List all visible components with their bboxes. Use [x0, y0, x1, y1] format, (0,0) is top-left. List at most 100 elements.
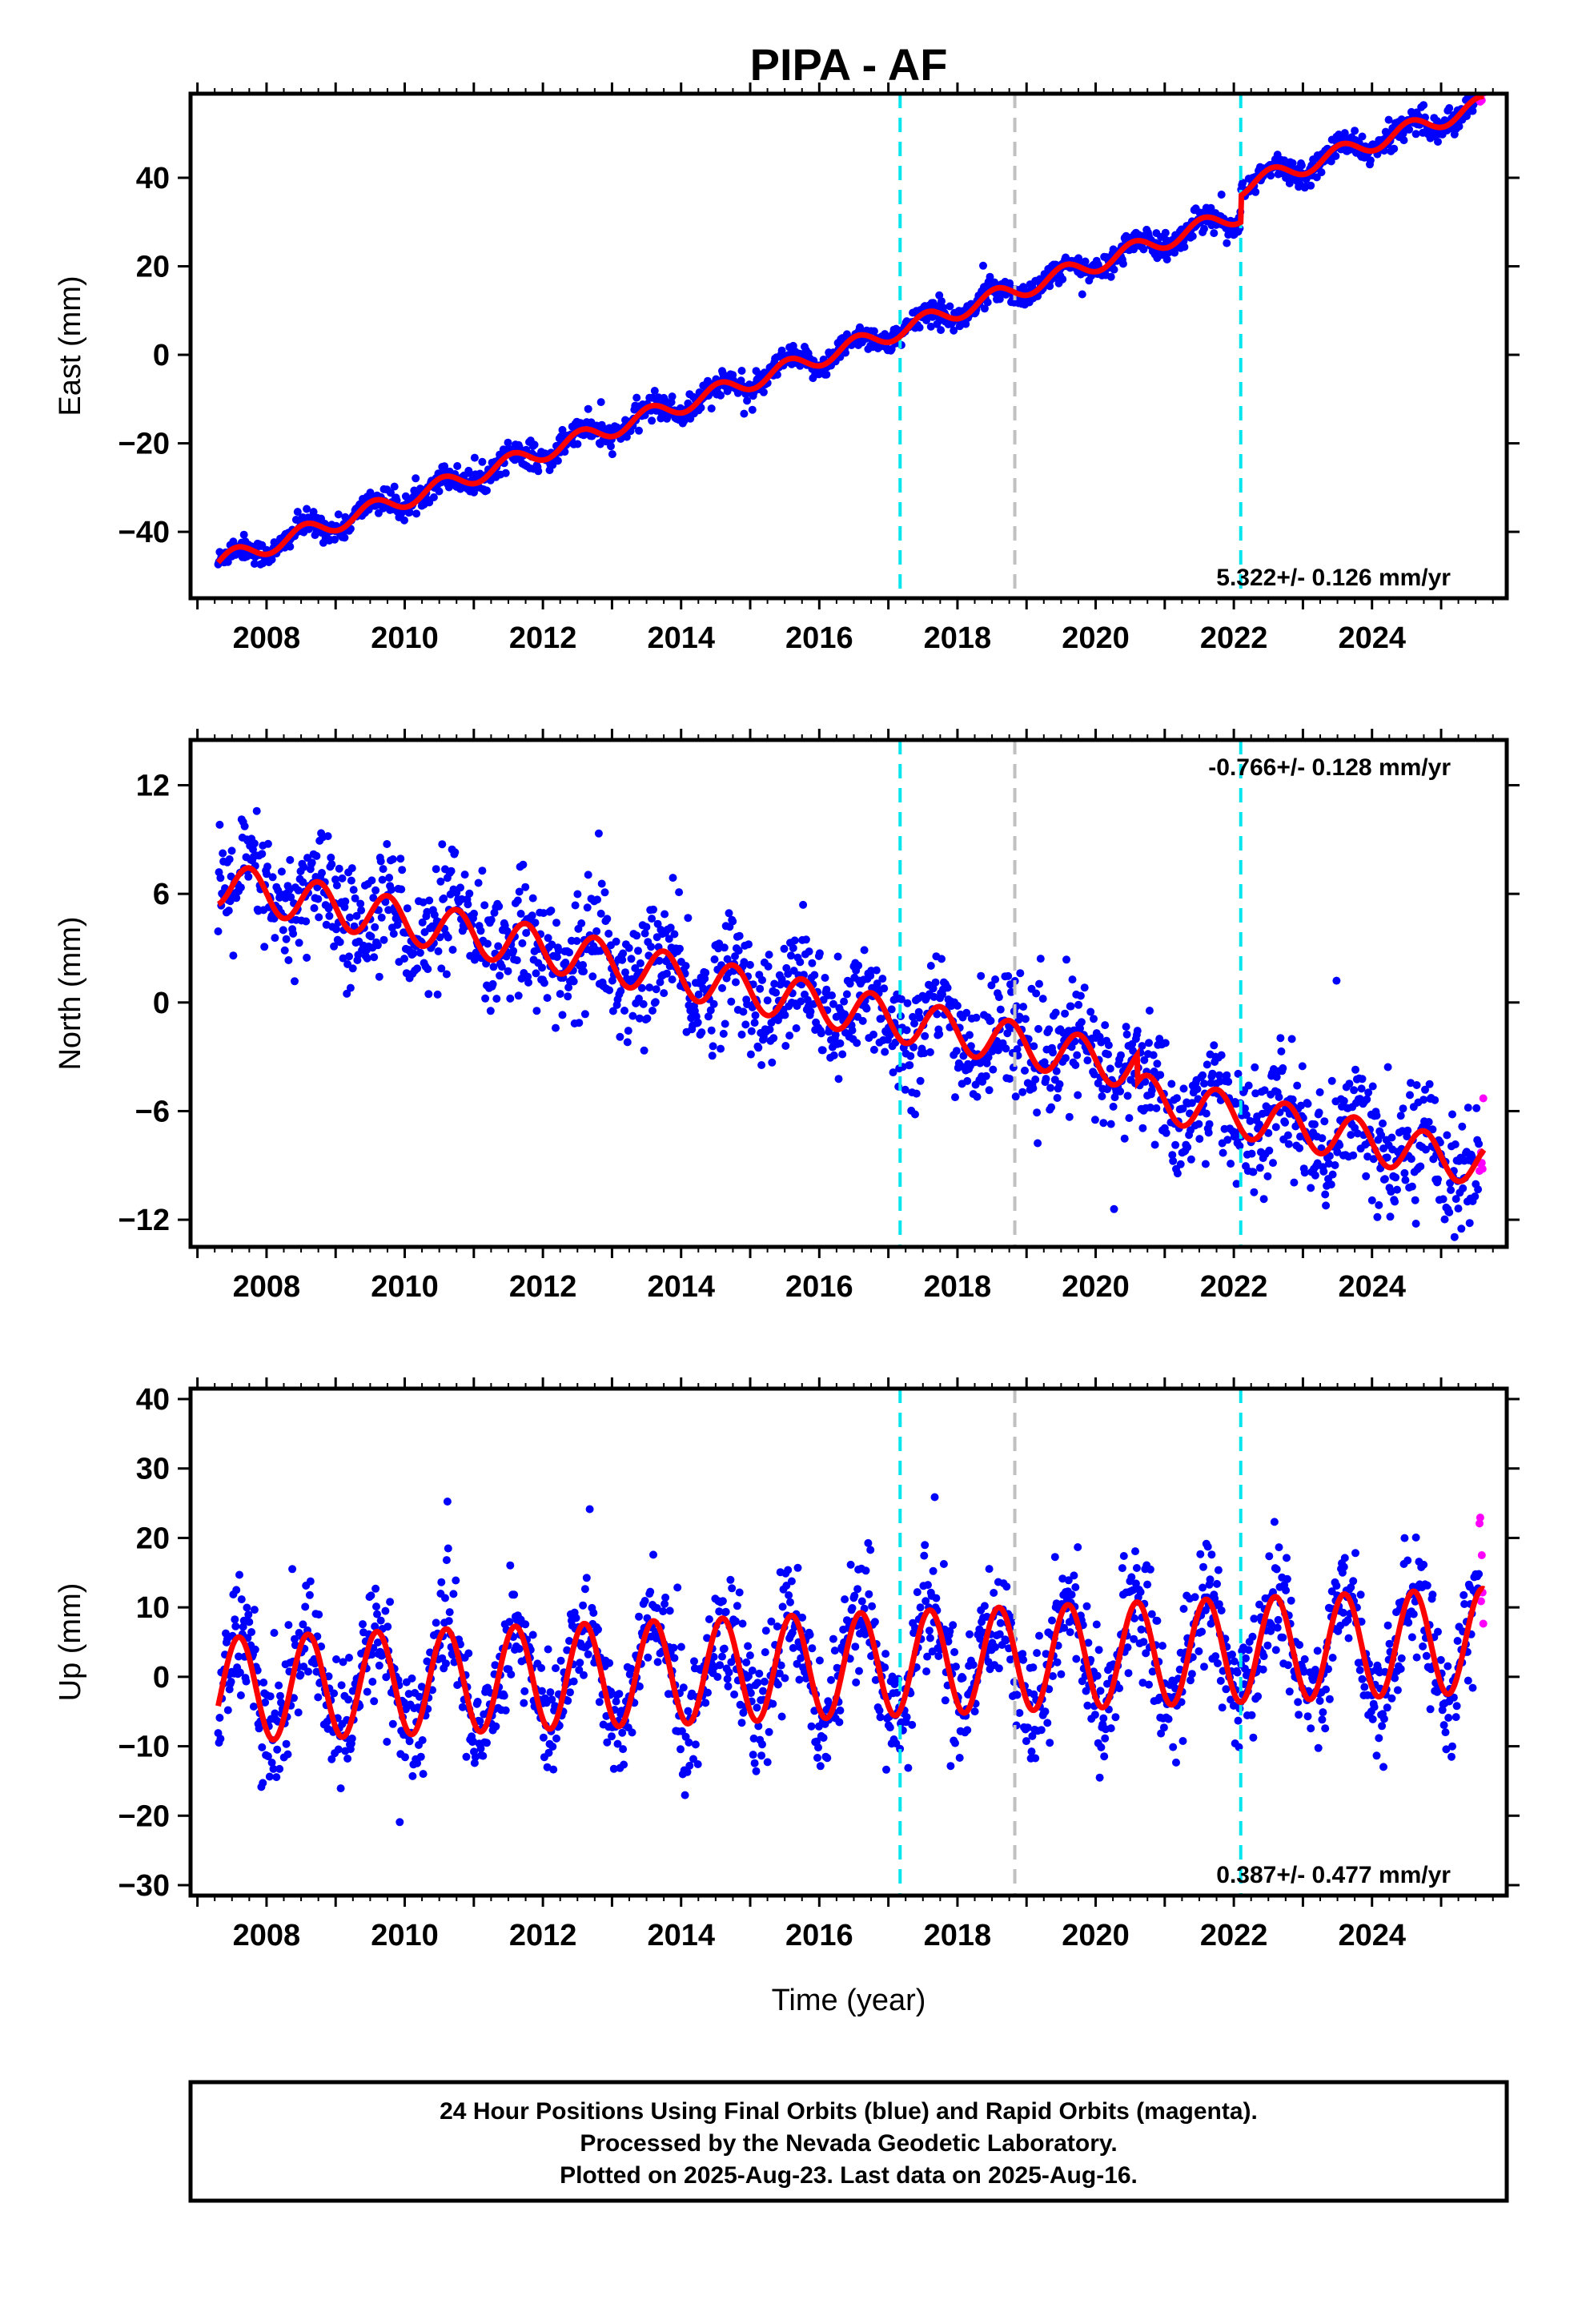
final-orbit-point	[648, 1007, 656, 1015]
final-orbit-point	[1004, 971, 1013, 980]
final-orbit-point	[1053, 1094, 1062, 1102]
x-tick-label: 2010	[371, 1270, 439, 1304]
final-orbit-point	[258, 1743, 267, 1751]
final-orbit-point	[693, 1760, 702, 1768]
final-orbit-point	[632, 931, 641, 940]
final-orbit-point	[994, 993, 1003, 1002]
final-orbit-point	[781, 1011, 789, 1019]
final-orbit-point	[1100, 1752, 1109, 1761]
final-orbit-point	[465, 889, 474, 898]
final-orbit-point	[670, 1654, 679, 1663]
final-orbit-point	[524, 972, 532, 981]
final-orbit-point	[731, 952, 739, 961]
final-orbit-point	[552, 1664, 560, 1673]
final-orbit-point	[448, 946, 457, 954]
final-orbit-point	[640, 1046, 648, 1055]
final-orbit-point	[600, 888, 609, 897]
final-orbit-point	[409, 949, 418, 958]
final-orbit-point	[371, 886, 380, 895]
final-orbit-point	[1161, 1039, 1170, 1047]
final-orbit-point	[464, 900, 472, 909]
final-orbit-point	[1101, 1021, 1110, 1030]
final-orbit-point	[1445, 104, 1454, 112]
final-orbit-point	[465, 468, 474, 477]
final-orbit-point	[841, 348, 849, 357]
final-orbit-point	[496, 971, 504, 980]
final-orbit-point	[1468, 107, 1477, 115]
final-orbit-point	[495, 902, 504, 911]
final-orbit-point	[288, 1565, 297, 1574]
final-orbit-point	[282, 1739, 291, 1748]
final-orbit-point	[504, 438, 512, 447]
final-orbit-point	[556, 1656, 565, 1665]
final-orbit-point	[673, 1583, 682, 1592]
final-orbit-point	[1457, 1224, 1466, 1233]
final-orbit-point	[765, 1025, 774, 1034]
final-orbit-point	[265, 1772, 274, 1781]
final-orbit-point	[1277, 1047, 1286, 1055]
final-orbit-point	[501, 1706, 510, 1715]
final-orbit-point	[1290, 1178, 1299, 1187]
final-orbit-point	[223, 1706, 232, 1715]
plot-area	[214, 740, 1488, 1247]
final-orbit-point	[885, 1723, 894, 1732]
final-orbit-point	[580, 1585, 589, 1594]
final-orbit-point	[339, 954, 347, 963]
final-orbit-point	[1440, 1215, 1449, 1224]
final-orbit-point	[452, 1576, 460, 1585]
final-orbit-point	[514, 991, 523, 1000]
final-orbit-point	[729, 917, 737, 926]
final-orbit-point	[709, 1042, 717, 1051]
final-orbit-point	[236, 883, 245, 892]
final-orbit-point	[387, 885, 396, 894]
final-orbit-point	[1068, 975, 1077, 984]
plot-area	[214, 94, 1488, 598]
final-orbit-point	[846, 1560, 855, 1569]
final-orbit-point	[1106, 272, 1115, 281]
final-orbit-point	[668, 392, 677, 401]
final-orbit-point	[335, 938, 344, 947]
final-orbit-point	[623, 1038, 632, 1047]
final-orbit-point	[897, 995, 905, 1003]
final-orbit-point	[777, 346, 786, 355]
final-orbit-point	[1251, 1063, 1259, 1072]
final-orbit-point	[1057, 1670, 1066, 1679]
final-orbit-point	[933, 1010, 942, 1019]
final-orbit-point	[286, 542, 295, 551]
final-orbit-point	[397, 885, 406, 894]
final-orbit-point	[905, 1061, 914, 1070]
final-orbit-point	[1263, 1172, 1272, 1180]
final-orbit-point	[401, 1753, 409, 1762]
final-orbit-point	[1062, 955, 1070, 964]
final-orbit-point	[1118, 1564, 1126, 1573]
final-orbit-point	[908, 1720, 917, 1729]
final-orbit-point	[573, 890, 582, 899]
y-tick-label: 20	[136, 251, 170, 284]
final-orbit-point	[492, 995, 501, 1003]
final-orbit-point	[1125, 1114, 1134, 1123]
final-orbit-point	[537, 1663, 546, 1672]
final-orbit-point	[1321, 1190, 1330, 1199]
final-orbit-point	[785, 1031, 794, 1040]
final-orbit-point	[444, 1617, 453, 1626]
final-orbit-point	[296, 1671, 305, 1679]
final-orbit-point	[1265, 1146, 1274, 1155]
final-orbit-point	[1115, 1684, 1124, 1693]
final-orbit-point	[1366, 156, 1375, 165]
final-orbit-point	[920, 1551, 929, 1560]
final-orbit-point	[634, 947, 642, 955]
final-orbit-point	[920, 1049, 929, 1058]
final-orbit-point	[909, 1012, 917, 1021]
final-orbit-point	[865, 1590, 873, 1598]
final-orbit-point	[869, 1045, 878, 1054]
final-orbit-point	[1318, 1134, 1327, 1143]
final-orbit-point	[763, 1758, 772, 1767]
final-orbit-point	[778, 1602, 787, 1611]
final-orbit-point	[390, 482, 399, 491]
final-orbit-point	[906, 1051, 915, 1060]
final-orbit-point	[1391, 1197, 1399, 1206]
final-orbit-point	[1167, 1080, 1176, 1088]
final-orbit-point	[716, 1661, 725, 1670]
final-orbit-point	[784, 1566, 793, 1574]
final-orbit-point	[655, 956, 664, 965]
